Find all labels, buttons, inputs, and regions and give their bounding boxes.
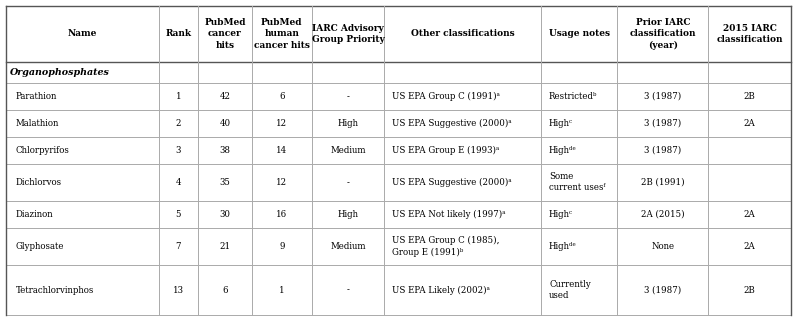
Text: 4: 4 (176, 178, 181, 187)
Text: Malathion: Malathion (16, 119, 59, 128)
Text: -: - (347, 178, 349, 187)
Text: Glyphosate: Glyphosate (16, 242, 64, 251)
Text: 2B: 2B (744, 92, 756, 101)
Text: US EPA Group E (1993)ᵃ: US EPA Group E (1993)ᵃ (392, 145, 499, 155)
Text: 7: 7 (176, 242, 181, 251)
Text: Usage notes: Usage notes (549, 30, 610, 39)
Text: 2B: 2B (744, 286, 756, 295)
Text: 6: 6 (222, 286, 228, 295)
Text: Highᶜ: Highᶜ (549, 210, 573, 219)
Text: 42: 42 (219, 92, 230, 101)
Text: 1: 1 (279, 286, 285, 295)
Text: 38: 38 (219, 146, 230, 155)
Text: Currently
used: Currently used (549, 280, 591, 300)
Text: 3 (1987): 3 (1987) (644, 286, 681, 295)
Text: Diazinon: Diazinon (16, 210, 53, 219)
Text: US EPA Not likely (1997)ᵃ: US EPA Not likely (1997)ᵃ (392, 210, 505, 219)
Text: 5: 5 (176, 210, 181, 219)
Text: Highᶜ: Highᶜ (549, 119, 573, 128)
Text: 1: 1 (175, 92, 181, 101)
Text: -: - (347, 286, 349, 295)
Text: 2A: 2A (744, 242, 756, 251)
Text: Organophosphates: Organophosphates (10, 68, 110, 77)
Text: 2B (1991): 2B (1991) (641, 178, 685, 187)
Text: 12: 12 (277, 178, 288, 187)
Text: 6: 6 (279, 92, 285, 101)
Text: High: High (337, 210, 359, 219)
Text: US EPA Group C (1991)ᵃ: US EPA Group C (1991)ᵃ (392, 92, 500, 101)
Text: 2015 IARC
classification: 2015 IARC classification (717, 24, 783, 44)
Text: PubMed
cancer
hits: PubMed cancer hits (204, 18, 245, 50)
Text: Rank: Rank (166, 30, 191, 39)
Text: Other classifications: Other classifications (410, 30, 514, 39)
Text: Dichlorvos: Dichlorvos (16, 178, 61, 187)
Text: 12: 12 (277, 119, 288, 128)
Text: 2A: 2A (744, 119, 756, 128)
Text: 40: 40 (219, 119, 230, 128)
Text: 30: 30 (219, 210, 230, 219)
Text: PubMed
human
cancer hits: PubMed human cancer hits (254, 18, 310, 50)
Text: US EPA Suggestive (2000)ᵃ: US EPA Suggestive (2000)ᵃ (392, 118, 512, 128)
Text: Medium: Medium (330, 146, 366, 155)
Text: Name: Name (68, 30, 97, 39)
Text: IARC Advisory
Group Priority: IARC Advisory Group Priority (312, 24, 384, 44)
Text: 3 (1987): 3 (1987) (644, 146, 681, 155)
Text: Chlorpyrifos: Chlorpyrifos (16, 146, 69, 155)
Text: Tetrachlorvinphos: Tetrachlorvinphos (16, 286, 94, 295)
Text: US EPA Suggestive (2000)ᵃ: US EPA Suggestive (2000)ᵃ (392, 178, 512, 187)
Text: US EPA Group C (1985),
Group E (1991)ᵇ: US EPA Group C (1985), Group E (1991)ᵇ (392, 236, 500, 257)
Text: 14: 14 (277, 146, 288, 155)
Text: 9: 9 (279, 242, 285, 251)
Text: Highᵈᵉ: Highᵈᵉ (549, 146, 577, 155)
Text: 3 (1987): 3 (1987) (644, 92, 681, 101)
Text: Some
current usesᶠ: Some current usesᶠ (549, 172, 606, 192)
Text: Parathion: Parathion (16, 92, 57, 101)
Text: 2A: 2A (744, 210, 756, 219)
Text: 16: 16 (277, 210, 288, 219)
Text: 3 (1987): 3 (1987) (644, 119, 681, 128)
Text: 2A (2015): 2A (2015) (641, 210, 685, 219)
Text: Medium: Medium (330, 242, 366, 251)
Text: 35: 35 (219, 178, 230, 187)
Text: 3: 3 (176, 146, 181, 155)
Text: US EPA Likely (2002)ᵃ: US EPA Likely (2002)ᵃ (392, 286, 490, 295)
Text: 21: 21 (219, 242, 230, 251)
Text: None: None (651, 242, 674, 251)
Text: Prior IARC
classification
(year): Prior IARC classification (year) (630, 18, 696, 50)
Text: Restrictedᵇ: Restrictedᵇ (549, 92, 598, 101)
Text: 13: 13 (173, 286, 184, 295)
Text: 2: 2 (176, 119, 181, 128)
Text: Highᵈᵉ: Highᵈᵉ (549, 242, 577, 251)
Text: High: High (337, 119, 359, 128)
Text: -: - (347, 92, 349, 101)
